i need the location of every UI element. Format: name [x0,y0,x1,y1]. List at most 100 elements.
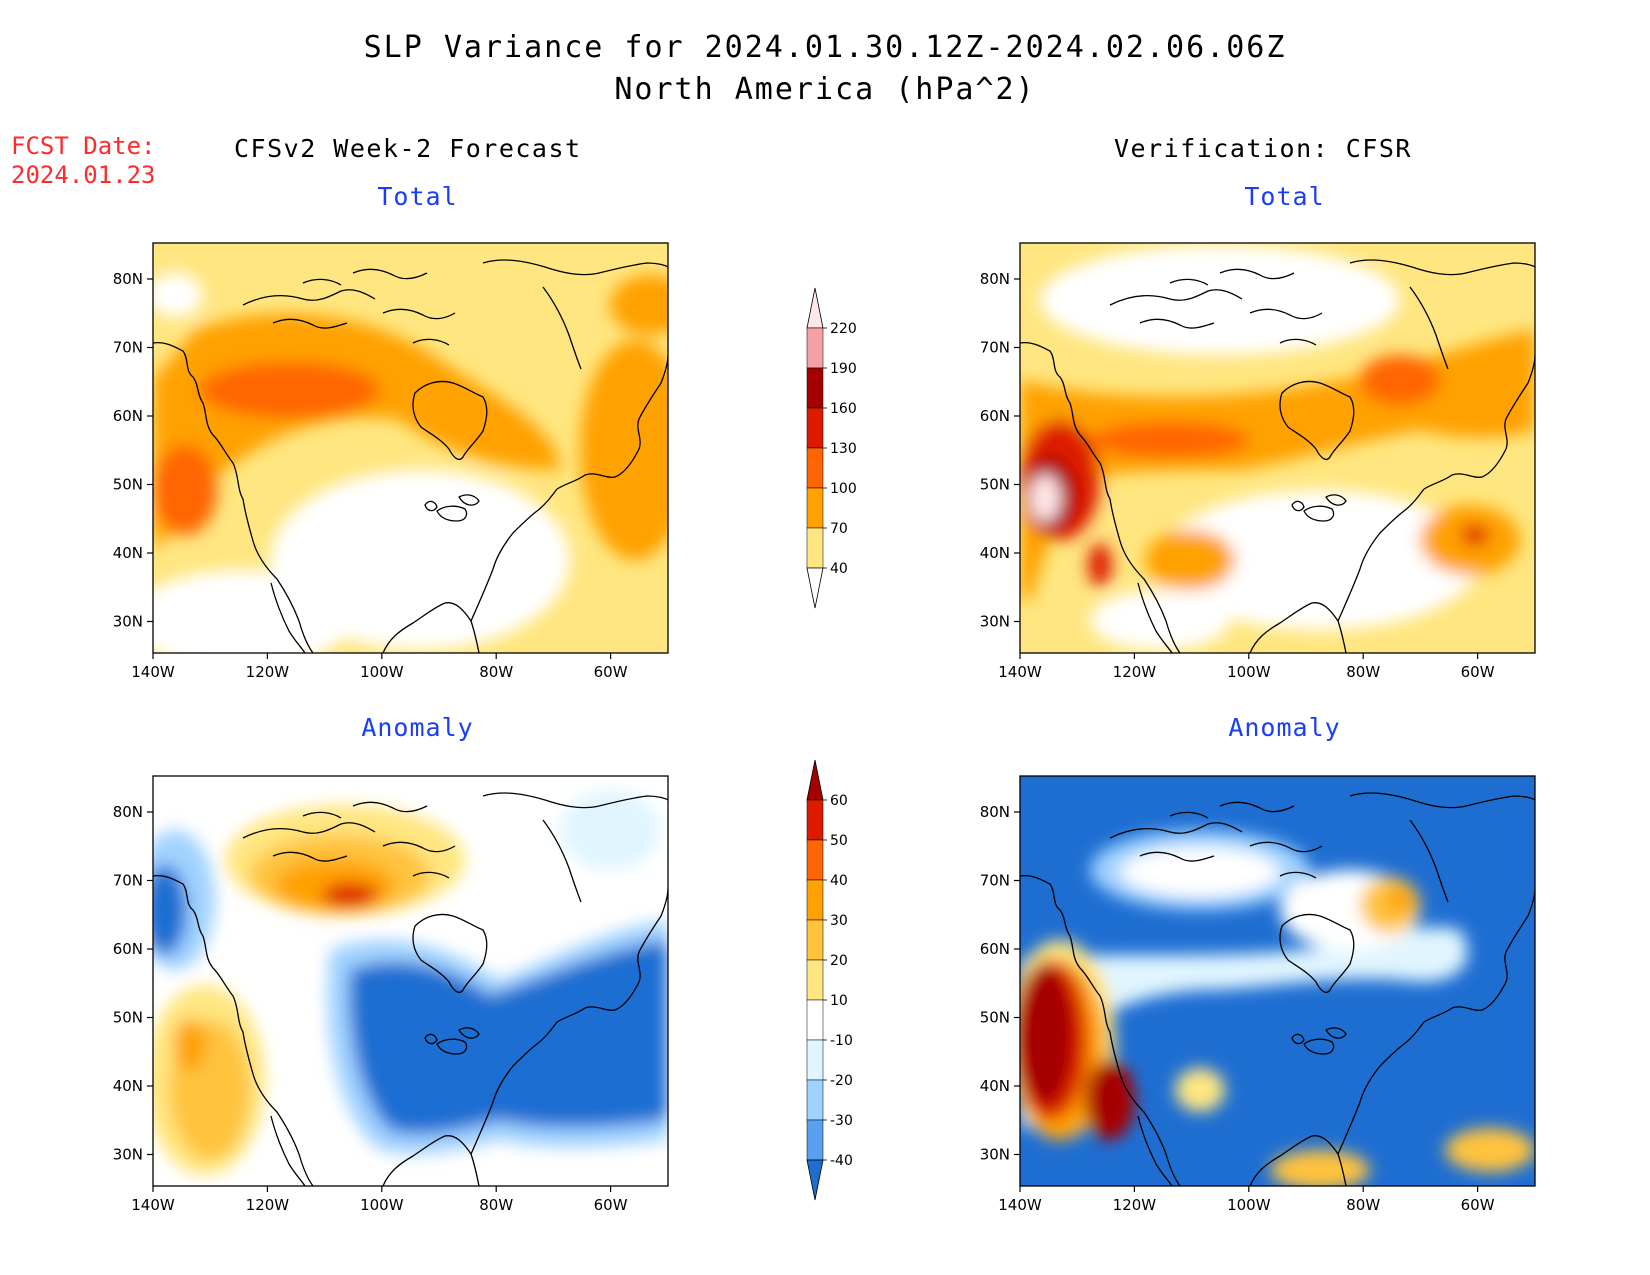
colorbar-segment [806,527,824,569]
colorbar-label: 190 [830,361,857,377]
lon-tick-label: 80W [1346,663,1380,681]
lat-tick-label: 60N [980,407,1010,425]
lat-tick-label: 40N [980,1077,1010,1095]
lon-tick-label: 60W [1461,1196,1495,1214]
colorbar-label: 10 [830,993,848,1009]
lon-tick-label: 100W [360,1196,404,1214]
colorbar-segment [806,999,824,1041]
colorbar-total: 220 190 160 130 100 70 40 [806,287,857,609]
lat-tick-label: 60N [980,940,1010,958]
lon-tick-label: 120W [1113,663,1157,681]
lat-tick-label: 50N [113,476,143,494]
map-forecast-total [153,243,668,653]
colorbar-segment [806,799,824,841]
lon-tick-label: 140W [131,1196,175,1214]
verification-column-heading: Verification: CFSR [1114,134,1412,163]
lat-tick-label: 50N [980,1009,1010,1027]
map-forecast-anomaly [153,776,668,1186]
panel-title-forecast-anomaly: Anomaly [361,713,474,742]
colorbar-top-arrow [806,759,824,801]
colorbar-segment [806,959,824,1001]
colorbar-segment [806,1119,824,1161]
lat-tick-label: 70N [113,872,143,890]
lon-tick-label: 60W [1461,663,1495,681]
colorbar-segment [806,1079,824,1121]
lat-tick-label: 30N [980,1146,1010,1164]
lat-tick-label: 30N [113,613,143,631]
lon-tick-label: 100W [1227,1196,1271,1214]
colorbar-label: 160 [830,401,857,417]
fcst-date-value: 2024.01.23 [11,161,156,189]
lon-tick-label: 60W [594,1196,628,1214]
colorbar-label: -20 [830,1073,853,1089]
lon-tick-label: 120W [246,663,290,681]
lat-tick-label: 80N [980,803,1010,821]
lat-tick-label: 40N [113,544,143,562]
main-title: SLP Variance for 2024.01.30.12Z-2024.02.… [363,30,1287,65]
frame-verification-total [1019,242,1536,654]
lon-tick-label: 80W [479,1196,513,1214]
lat-tick-label: 30N [980,613,1010,631]
lon-tick-label: 120W [246,1196,290,1214]
colorbar-label: 30 [830,913,848,929]
lat-tick-label: 60N [113,940,143,958]
lon-tick-label: 120W [1113,1196,1157,1214]
lat-tick-label: 60N [113,407,143,425]
map-verification-anomaly [1020,776,1535,1186]
lat-tick-label: 50N [113,1009,143,1027]
colorbar-bottom-arrow [806,567,824,609]
lon-tick-label: 100W [360,663,404,681]
frame-forecast-total [152,242,669,654]
lat-tick-label: 70N [980,339,1010,357]
colorbar-segment [806,367,824,409]
colorbar-segment [806,919,824,961]
colorbar-label: 40 [830,561,848,577]
lat-tick-label: 80N [980,270,1010,288]
lon-tick-label: 140W [131,663,175,681]
colorbar-segment [806,1039,824,1081]
colorbar-label: 50 [830,833,848,849]
lat-tick-label: 80N [113,803,143,821]
lon-tick-label: 60W [594,663,628,681]
map-verification-total [1020,243,1535,653]
lon-tick-label: 140W [998,1196,1042,1214]
colorbar-segment [806,447,824,489]
lat-tick-label: 70N [113,339,143,357]
lat-tick-label: 30N [113,1146,143,1164]
colorbar-label: 20 [830,953,848,969]
lat-tick-label: 80N [113,270,143,288]
panel-title-verification-total: Total [1244,182,1325,211]
axes-layer: 80N 70N 60N 50N 40N 30N 140W 120W 100W 80W 60W 80N 7… [113,270,1495,1214]
colorbar-segment [806,407,824,449]
lon-tick-label: 100W [1227,663,1271,681]
lat-tick-label: 50N [980,476,1010,494]
colorbar-label: -10 [830,1033,853,1049]
frame-forecast-anomaly [152,775,669,1187]
lat-tick-label: 40N [980,544,1010,562]
colorbar-anomaly: 60 50 40 30 20 10 -10 -20 -30 -40 [806,759,853,1201]
colorbar-top-arrow [806,287,824,329]
colorbar-label: -40 [830,1153,853,1169]
colorbar-label: 130 [830,441,857,457]
colorbar-bottom-arrow [806,1159,824,1201]
colorbar-segment [806,879,824,921]
lon-tick-label: 80W [1346,1196,1380,1214]
colorbar-segment [806,487,824,529]
fcst-date-label: FCST Date: [11,132,156,160]
colorbar-label: 100 [830,481,857,497]
colorbar-label: 60 [830,793,848,809]
colorbar-label: 220 [830,321,857,337]
frame-verification-anomaly [1019,775,1536,1187]
lon-tick-label: 140W [998,663,1042,681]
main-subtitle: North America (hPa^2) [614,72,1036,107]
colorbar-label: -30 [830,1113,853,1129]
panel-title-forecast-total: Total [377,182,458,211]
forecast-column-heading: CFSv2 Week-2 Forecast [234,134,582,163]
colorbar-segment [806,839,824,881]
lat-tick-label: 40N [113,1077,143,1095]
panel-title-verification-anomaly: Anomaly [1228,713,1341,742]
lon-tick-label: 80W [479,663,513,681]
colorbar-label: 70 [830,521,848,537]
colorbar-segment [806,327,824,369]
